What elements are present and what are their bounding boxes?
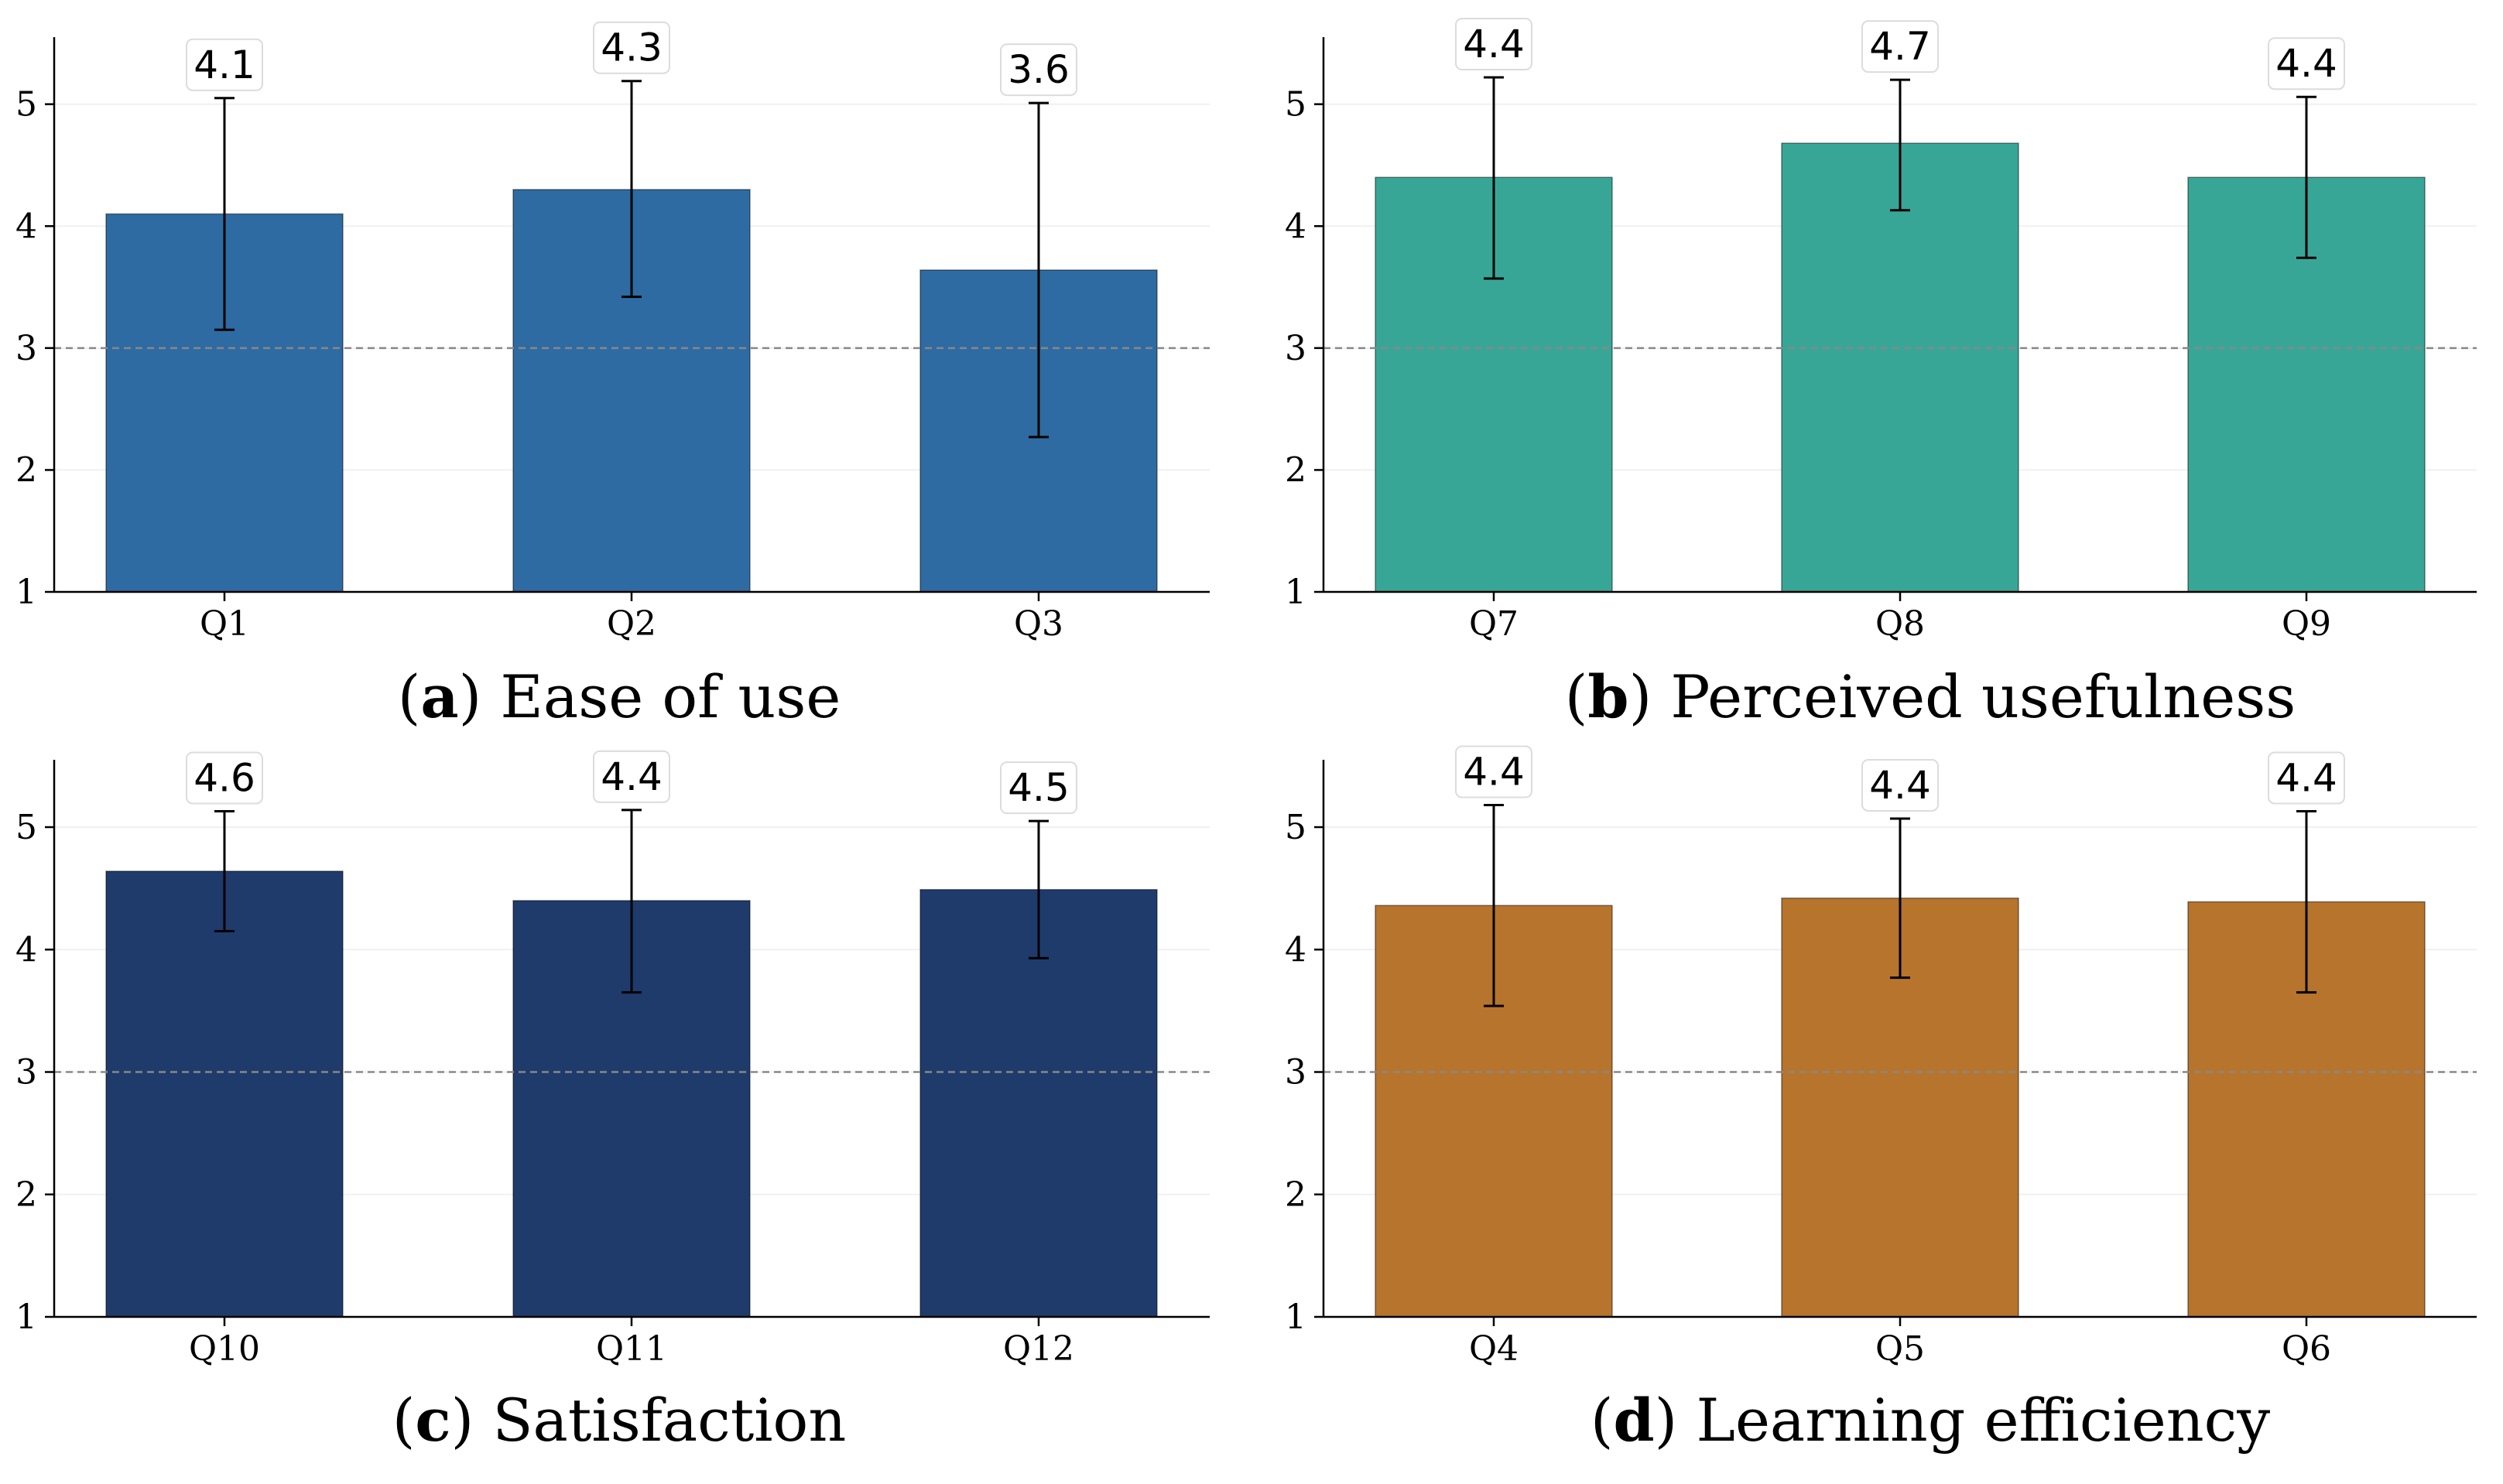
value-label-q2: 4.3 [601, 26, 663, 70]
bar-q8 [1781, 142, 2019, 593]
bar-q10 [105, 870, 344, 1318]
error-bar-q2 [621, 80, 642, 299]
value-label-q11: 4.4 [601, 754, 663, 799]
y-tick-label: 5 [15, 808, 37, 847]
y-tick-label: 1 [15, 1298, 37, 1337]
value-label-q10: 4.6 [193, 755, 255, 800]
x-tick-label-q11: Q11 [596, 1329, 667, 1369]
value-label-q6: 4.4 [2275, 755, 2337, 800]
panel-letter: b [1587, 662, 1628, 731]
x-tick-label-q9: Q9 [2282, 604, 2331, 644]
value-label-box [1861, 758, 1939, 812]
value-label-q7: 4.4 [1463, 22, 1525, 67]
value-label-box [1000, 761, 1077, 815]
value-label-box [186, 38, 263, 91]
y-tick-label: 1 [15, 573, 37, 612]
value-label-q3: 3.6 [1008, 47, 1070, 92]
y-tick-label: 3 [1285, 1053, 1306, 1092]
error-bar-q12 [1029, 819, 1049, 959]
value-label-q12: 4.5 [1008, 765, 1070, 810]
error-bar-q1 [214, 97, 235, 331]
value-label-box [1455, 18, 1532, 71]
panel-title: Ease of use [500, 662, 841, 731]
value-label-box [593, 21, 670, 74]
y-tick-label: 3 [15, 329, 37, 368]
error-bar-q4 [1484, 804, 1504, 1007]
error-bar-q7 [1484, 76, 1504, 280]
panel-caption: (c) Satisfaction [392, 1386, 847, 1455]
panel-letter: d [1614, 1386, 1655, 1455]
panel-caption: (d) Learning efficiency [1590, 1386, 2270, 1455]
error-bar-q10 [214, 809, 235, 933]
value-label-box [1455, 745, 1532, 798]
value-label-q9: 4.4 [2275, 41, 2337, 86]
y-tick-label: 2 [1285, 450, 1306, 490]
x-tick-label-q10: Q10 [189, 1329, 260, 1369]
y-tick-label: 2 [15, 1175, 37, 1215]
value-label-q8: 4.7 [1869, 24, 1931, 69]
y-tick-label: 3 [15, 1053, 37, 1092]
panel-caption: (b) Perceived usefulness [1565, 662, 2296, 731]
value-label-box [593, 750, 670, 803]
y-tick-label: 2 [1285, 1175, 1306, 1215]
panel-letter: a [420, 662, 458, 731]
x-tick-label-q1: Q1 [200, 604, 249, 644]
panel-title: Learning efficiency [1696, 1386, 2270, 1455]
y-tick-label: 2 [15, 450, 37, 490]
error-bar-q9 [2296, 95, 2316, 259]
panel-ease-of-use: 4.1 4.3 3.6 1 2 3 4 5 Q1 Q2 Q3 (a) Ease of use [15, 21, 1210, 731]
y-tick-label: 1 [1285, 1298, 1306, 1337]
value-label-box [2268, 37, 2345, 91]
value-label-box [2268, 751, 2345, 805]
x-tick-label-q3: Q3 [1014, 604, 1063, 644]
value-label-box [186, 751, 263, 805]
y-tick-label: 4 [1285, 930, 1306, 969]
panel-caption: (a) Ease of use [398, 662, 841, 731]
y-tick-label: 5 [1285, 808, 1306, 847]
error-bar-q8 [1890, 78, 1910, 212]
x-tick-label-q5: Q5 [1875, 1329, 1925, 1369]
error-bar-q5 [1890, 817, 1910, 980]
y-tick-label: 5 [1285, 85, 1306, 125]
value-label-box [1000, 43, 1077, 97]
x-tick-label-q6: Q6 [2282, 1329, 2331, 1369]
panel-perceived-usefulness: 4.4 4.7 4.4 1 2 3 4 5 Q7 Q8 Q9 (b) Perceived useful… [1285, 18, 2477, 731]
value-label-box [1861, 20, 1939, 74]
y-tick-label: 3 [1285, 329, 1306, 368]
panel-learning-efficiency: 4.4 4.4 4.4 1 2 3 4 5 Q4 Q5 Q6 (d) Learning efficie… [1285, 745, 2477, 1455]
value-label-q4: 4.4 [1463, 750, 1525, 795]
error-bar-q6 [2296, 809, 2316, 994]
y-tick-label: 4 [1285, 207, 1306, 246]
y-tick-label: 5 [15, 85, 37, 125]
error-bar-q11 [621, 809, 642, 994]
y-tick-label: 1 [1285, 573, 1306, 612]
x-tick-label-q4: Q4 [1469, 1329, 1519, 1369]
y-tick-label: 4 [15, 930, 37, 969]
x-tick-label-q2: Q2 [607, 604, 656, 644]
x-tick-label-q7: Q7 [1469, 604, 1519, 644]
panel-satisfaction: 4.6 4.4 4.5 1 2 3 4 5 Q10 Q11 Q12 (c) Satisfaction [15, 750, 1210, 1455]
x-tick-label-q12: Q12 [1003, 1329, 1074, 1369]
x-tick-label-q8: Q8 [1875, 604, 1925, 644]
panel-letter: c [415, 1386, 450, 1455]
error-bar-q3 [1029, 101, 1049, 439]
value-label-q5: 4.4 [1869, 763, 1931, 808]
y-tick-label: 4 [15, 207, 37, 246]
value-label-q1: 4.1 [193, 43, 255, 87]
panel-title: Satisfaction [492, 1386, 846, 1455]
panel-title: Perceived usefulness [1670, 662, 2296, 731]
